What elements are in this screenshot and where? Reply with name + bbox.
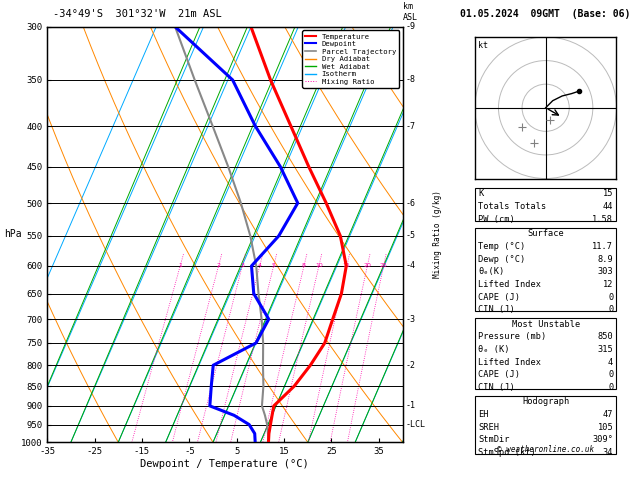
Text: -1: -1: [406, 401, 416, 410]
Text: 15: 15: [603, 190, 613, 198]
Text: km
ASL: km ASL: [403, 2, 418, 22]
Text: SREH: SREH: [478, 423, 499, 432]
Legend: Temperature, Dewpoint, Parcel Trajectory, Dry Adiabat, Wet Adiabat, Isotherm, Mi: Temperature, Dewpoint, Parcel Trajectory…: [302, 30, 399, 88]
X-axis label: Dewpoint / Temperature (°C): Dewpoint / Temperature (°C): [140, 459, 309, 469]
Text: -LCL: -LCL: [406, 420, 426, 429]
Text: © weatheronline.co.uk: © weatheronline.co.uk: [497, 445, 594, 454]
Text: kt: kt: [477, 41, 487, 50]
Text: Pressure (mb): Pressure (mb): [478, 332, 547, 341]
Text: 2: 2: [216, 263, 220, 268]
Text: Most Unstable: Most Unstable: [511, 320, 580, 329]
Text: 105: 105: [598, 423, 613, 432]
Text: -2: -2: [406, 361, 416, 370]
Text: 25: 25: [379, 263, 387, 268]
Text: 1.58: 1.58: [593, 215, 613, 224]
Text: Mixing Ratio (g/kg): Mixing Ratio (g/kg): [433, 191, 442, 278]
Text: StmDir: StmDir: [478, 435, 509, 444]
Text: 10: 10: [315, 263, 323, 268]
Text: 315: 315: [598, 345, 613, 354]
Text: Lifted Index: Lifted Index: [478, 280, 541, 289]
Text: 12: 12: [603, 280, 613, 289]
Text: -7: -7: [406, 122, 416, 131]
Text: Temp (°C): Temp (°C): [478, 242, 525, 251]
Text: Surface: Surface: [527, 229, 564, 238]
Text: 3: 3: [240, 263, 244, 268]
Text: -34°49'S  301°32'W  21m ASL: -34°49'S 301°32'W 21m ASL: [53, 9, 222, 19]
Text: 4: 4: [257, 263, 262, 268]
Text: StmSpd (kt): StmSpd (kt): [478, 448, 536, 457]
Text: CAPE (J): CAPE (J): [478, 370, 520, 379]
Text: hPa: hPa: [4, 229, 21, 240]
Text: CIN (J): CIN (J): [478, 305, 515, 314]
Text: Dewp (°C): Dewp (°C): [478, 255, 525, 263]
Text: θₑ(K): θₑ(K): [478, 267, 504, 276]
Text: 0: 0: [608, 383, 613, 392]
Text: 47: 47: [603, 410, 613, 419]
Text: Totals Totals: Totals Totals: [478, 202, 547, 211]
Text: 5: 5: [272, 263, 276, 268]
Text: 4: 4: [608, 358, 613, 366]
Text: 20: 20: [364, 263, 371, 268]
Text: -6: -6: [406, 199, 416, 208]
Text: -3: -3: [406, 314, 416, 324]
Text: -4: -4: [406, 261, 416, 270]
Text: EH: EH: [478, 410, 489, 419]
Text: CIN (J): CIN (J): [478, 383, 515, 392]
Text: 0: 0: [608, 293, 613, 301]
Text: 0: 0: [608, 305, 613, 314]
Text: 34: 34: [603, 448, 613, 457]
Text: -5: -5: [406, 231, 416, 241]
Text: 01.05.2024  09GMT  (Base: 06): 01.05.2024 09GMT (Base: 06): [460, 9, 629, 19]
Text: Lifted Index: Lifted Index: [478, 358, 541, 366]
Text: 1: 1: [178, 263, 182, 268]
Text: 303: 303: [598, 267, 613, 276]
Text: 0: 0: [608, 370, 613, 379]
Text: -8: -8: [406, 75, 416, 85]
Text: θₑ (K): θₑ (K): [478, 345, 509, 354]
Text: 8: 8: [302, 263, 306, 268]
Text: 309°: 309°: [593, 435, 613, 444]
Text: 15: 15: [343, 263, 350, 268]
Text: 8.9: 8.9: [598, 255, 613, 263]
Text: K: K: [478, 190, 483, 198]
Text: 850: 850: [598, 332, 613, 341]
Text: CAPE (J): CAPE (J): [478, 293, 520, 301]
Text: 44: 44: [603, 202, 613, 211]
Text: 11.7: 11.7: [593, 242, 613, 251]
Text: -9: -9: [406, 22, 416, 31]
Text: PW (cm): PW (cm): [478, 215, 515, 224]
Text: Hodograph: Hodograph: [522, 398, 569, 406]
